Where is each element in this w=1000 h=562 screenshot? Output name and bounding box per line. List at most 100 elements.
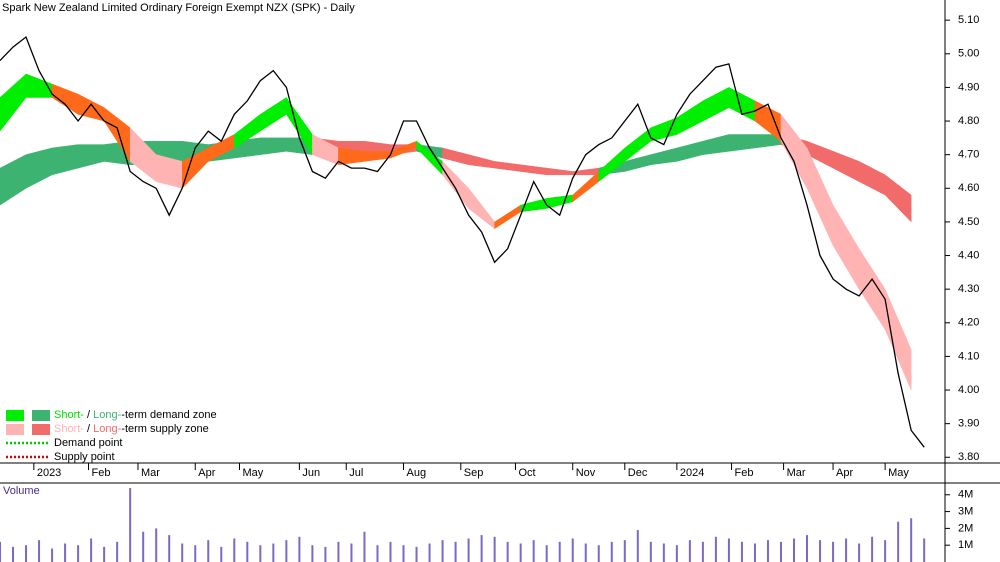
volume-bar bbox=[753, 543, 756, 562]
legend-swatch bbox=[32, 410, 50, 421]
zone-segment bbox=[51, 83, 79, 115]
x-tick-label: Oct bbox=[518, 467, 535, 479]
volume-bar bbox=[923, 538, 926, 562]
volume-bar bbox=[480, 535, 483, 562]
legend-swatch bbox=[6, 424, 24, 435]
volume-bar bbox=[740, 541, 743, 562]
y-tick-label: 4.70 bbox=[958, 149, 979, 161]
volume-bar bbox=[649, 541, 652, 562]
volume-bar bbox=[467, 538, 470, 562]
volume-bar bbox=[766, 540, 769, 562]
y-tick-label: 4.50 bbox=[958, 216, 979, 228]
x-tick-label: 2024 bbox=[680, 467, 704, 479]
zone-segment bbox=[312, 134, 339, 166]
zone-segment bbox=[0, 154, 27, 206]
zone-segment bbox=[25, 147, 53, 189]
volume-bar bbox=[454, 541, 457, 562]
x-tick-label: Apr bbox=[836, 467, 853, 479]
x-tick-label: Mar bbox=[141, 467, 160, 479]
zone-segment bbox=[77, 144, 105, 169]
x-tick-label: May bbox=[888, 467, 909, 479]
zone-segment bbox=[858, 247, 886, 331]
legend-label: Short- / Long--term supply zone bbox=[54, 423, 209, 435]
y-tick-label: 2M bbox=[958, 522, 973, 534]
zone-segment bbox=[702, 87, 730, 122]
legend-text: / bbox=[84, 423, 93, 435]
volume-bar bbox=[12, 546, 15, 562]
volume-bar bbox=[142, 531, 145, 562]
volume-bar bbox=[584, 543, 587, 562]
volume-bar bbox=[415, 546, 418, 562]
legend-swatch bbox=[6, 410, 24, 421]
volume-bar bbox=[884, 540, 887, 562]
zones bbox=[0, 73, 912, 391]
volume-bar bbox=[714, 536, 717, 562]
y-tick-label: 4.80 bbox=[958, 115, 979, 127]
x-tick-label: Sep bbox=[464, 467, 484, 479]
y-tick-label: 1M bbox=[958, 539, 973, 551]
volume-label: Volume bbox=[3, 485, 40, 497]
volume-bar bbox=[402, 545, 405, 562]
legend-label: Supply point bbox=[54, 451, 115, 463]
volume-bar bbox=[832, 541, 835, 562]
volume-bar bbox=[806, 535, 809, 562]
price-line bbox=[0, 35, 925, 448]
zone-segment bbox=[260, 137, 287, 155]
volume-bar bbox=[597, 545, 600, 562]
y-tick-label: 3M bbox=[958, 505, 973, 517]
legend-label: Short- / Long--term demand zone bbox=[54, 409, 217, 421]
volume-bar bbox=[272, 543, 275, 562]
y-tick-label: 4.00 bbox=[958, 384, 979, 396]
volume-bar bbox=[38, 540, 41, 562]
zone-segment bbox=[832, 204, 860, 291]
zone-segment bbox=[0, 73, 27, 132]
zone-segment bbox=[884, 174, 912, 223]
y-tick-label: 5.00 bbox=[958, 48, 979, 60]
volume-bar bbox=[0, 541, 1, 562]
volume-bar bbox=[376, 545, 379, 562]
volume-bar bbox=[793, 538, 796, 562]
volume-bar bbox=[116, 541, 119, 562]
x-tick-label: Aug bbox=[407, 467, 427, 479]
x-tick-label: Nov bbox=[576, 467, 596, 479]
legend-text: Demand point bbox=[54, 437, 123, 449]
volume-bar bbox=[25, 545, 28, 562]
x-tick-label: Feb bbox=[735, 467, 754, 479]
volume-bar bbox=[194, 545, 197, 562]
legend-text: / bbox=[84, 409, 93, 421]
volume-bar bbox=[285, 540, 288, 562]
zone-segment bbox=[520, 164, 547, 176]
y-tick-label: 4.10 bbox=[958, 350, 979, 362]
volume-bar bbox=[819, 540, 822, 562]
zone-segment bbox=[884, 289, 912, 391]
volume-bar bbox=[871, 536, 874, 562]
x-tick-label: Mar bbox=[787, 467, 806, 479]
zone-segment bbox=[780, 113, 808, 189]
zone-segment bbox=[728, 87, 756, 122]
volume-bar bbox=[897, 521, 900, 562]
volume-bar bbox=[610, 541, 613, 562]
zone-segment bbox=[676, 140, 704, 162]
volume-bar bbox=[259, 545, 262, 562]
volume-bar bbox=[910, 518, 913, 562]
zone-segment bbox=[468, 187, 495, 230]
zone-segment bbox=[702, 134, 730, 155]
legend-text: -term supply zone bbox=[121, 423, 208, 435]
volume-bar bbox=[493, 536, 496, 562]
volume-bar bbox=[90, 538, 93, 562]
volume-bar bbox=[662, 543, 665, 562]
legend-text: Supply point bbox=[54, 451, 115, 463]
volume-bar bbox=[506, 541, 509, 562]
y-tick-label: 4.60 bbox=[958, 182, 979, 194]
volume-bar bbox=[64, 543, 67, 562]
zone-segment bbox=[129, 127, 157, 183]
x-tick-label: Jul bbox=[349, 467, 363, 479]
volume-bar bbox=[701, 541, 704, 562]
volume-bar bbox=[845, 538, 848, 562]
volume-bar bbox=[727, 538, 730, 562]
zone-segment bbox=[546, 194, 573, 209]
zone-segment bbox=[676, 100, 704, 135]
volume-bar bbox=[77, 545, 80, 562]
volume-bar bbox=[350, 543, 353, 562]
